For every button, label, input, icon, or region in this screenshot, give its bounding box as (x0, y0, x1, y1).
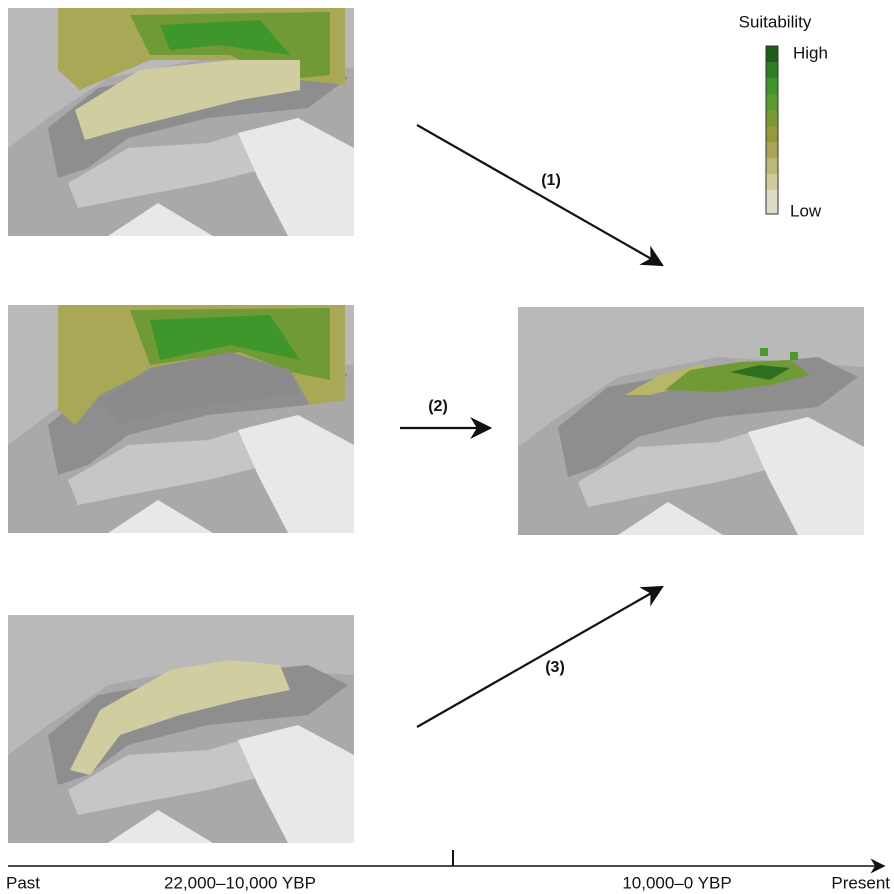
figure: Suitability High Low (1) (2) (3) Past 22… (0, 0, 894, 894)
page: {"legend": {"title": "Suitability", "hig… (0, 0, 894, 894)
legend-high: High (793, 43, 828, 62)
timeline-period: 10,000–0 YBP (622, 873, 731, 892)
arrow-3 (417, 587, 662, 727)
legend-title: Suitability (739, 12, 812, 31)
timeline-period: 22,000–10,000 YBP (164, 873, 316, 892)
arrow-1 (417, 125, 662, 265)
map-2 (8, 305, 354, 533)
arrow-label: (2) (428, 398, 448, 415)
timeline-end: Present (831, 873, 890, 892)
timeline-start: Past (6, 873, 40, 892)
arrow-label: (1) (541, 172, 561, 189)
map-1 (8, 8, 354, 236)
map-present (518, 307, 864, 535)
legend-low: Low (790, 201, 822, 220)
legend: Suitability High Low (739, 12, 828, 220)
map-3 (8, 615, 354, 843)
arrow-label: (3) (545, 659, 565, 676)
